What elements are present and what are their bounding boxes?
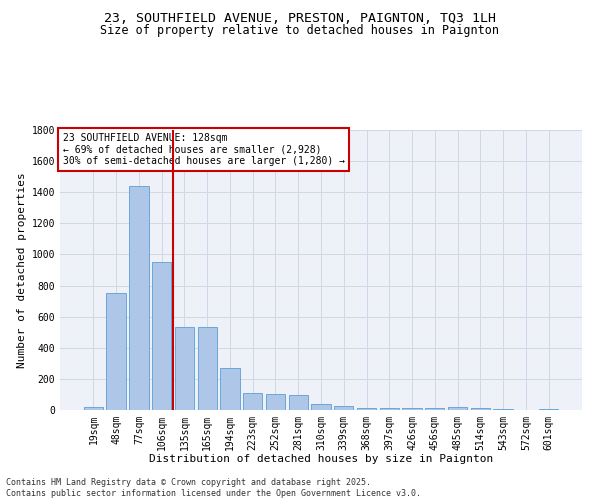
Bar	[380, 408, 399, 410]
X-axis label: Distribution of detached houses by size in Paignton: Distribution of detached houses by size …	[149, 454, 493, 464]
Bar	[311, 404, 331, 410]
Text: 23 SOUTHFIELD AVENUE: 128sqm
← 69% of detached houses are smaller (2,928)
30% of: 23 SOUTHFIELD AVENUE: 128sqm ← 69% of de…	[62, 133, 344, 166]
Bar	[84, 407, 103, 410]
Bar	[220, 368, 239, 410]
Bar	[243, 393, 262, 410]
Text: Contains HM Land Registry data © Crown copyright and database right 2025.
Contai: Contains HM Land Registry data © Crown c…	[6, 478, 421, 498]
Bar	[539, 409, 558, 410]
Bar	[152, 262, 172, 410]
Bar	[403, 408, 422, 410]
Bar	[357, 408, 376, 410]
Bar	[197, 327, 217, 410]
Bar	[493, 409, 513, 410]
Bar	[266, 394, 285, 410]
Bar	[470, 408, 490, 410]
Bar	[289, 395, 308, 410]
Text: Size of property relative to detached houses in Paignton: Size of property relative to detached ho…	[101, 24, 499, 37]
Bar	[129, 186, 149, 410]
Bar	[425, 408, 445, 410]
Bar	[106, 294, 126, 410]
Text: 23, SOUTHFIELD AVENUE, PRESTON, PAIGNTON, TQ3 1LH: 23, SOUTHFIELD AVENUE, PRESTON, PAIGNTON…	[104, 12, 496, 26]
Bar	[448, 407, 467, 410]
Y-axis label: Number of detached properties: Number of detached properties	[17, 172, 28, 368]
Bar	[334, 406, 353, 410]
Bar	[175, 327, 194, 410]
